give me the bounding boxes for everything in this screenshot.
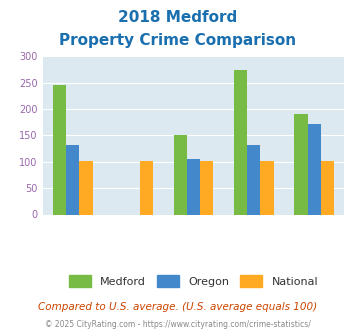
Bar: [200, 161, 213, 215]
Bar: [294, 114, 307, 214]
Bar: [247, 145, 261, 214]
Text: © 2025 CityRating.com - https://www.cityrating.com/crime-statistics/: © 2025 CityRating.com - https://www.city…: [45, 320, 310, 329]
Text: 2018 Medford: 2018 Medford: [118, 10, 237, 25]
Bar: [140, 161, 153, 215]
Bar: [187, 159, 200, 214]
Bar: [321, 161, 334, 215]
Bar: [174, 135, 187, 214]
Text: Compared to U.S. average. (U.S. average equals 100): Compared to U.S. average. (U.S. average …: [38, 302, 317, 312]
Bar: [234, 70, 247, 214]
Bar: [66, 145, 80, 214]
Bar: [261, 161, 274, 215]
Bar: [307, 124, 321, 214]
Bar: [80, 161, 93, 215]
Legend: Medford, Oregon, National: Medford, Oregon, National: [65, 271, 322, 291]
Text: Property Crime Comparison: Property Crime Comparison: [59, 33, 296, 48]
Bar: [53, 85, 66, 214]
